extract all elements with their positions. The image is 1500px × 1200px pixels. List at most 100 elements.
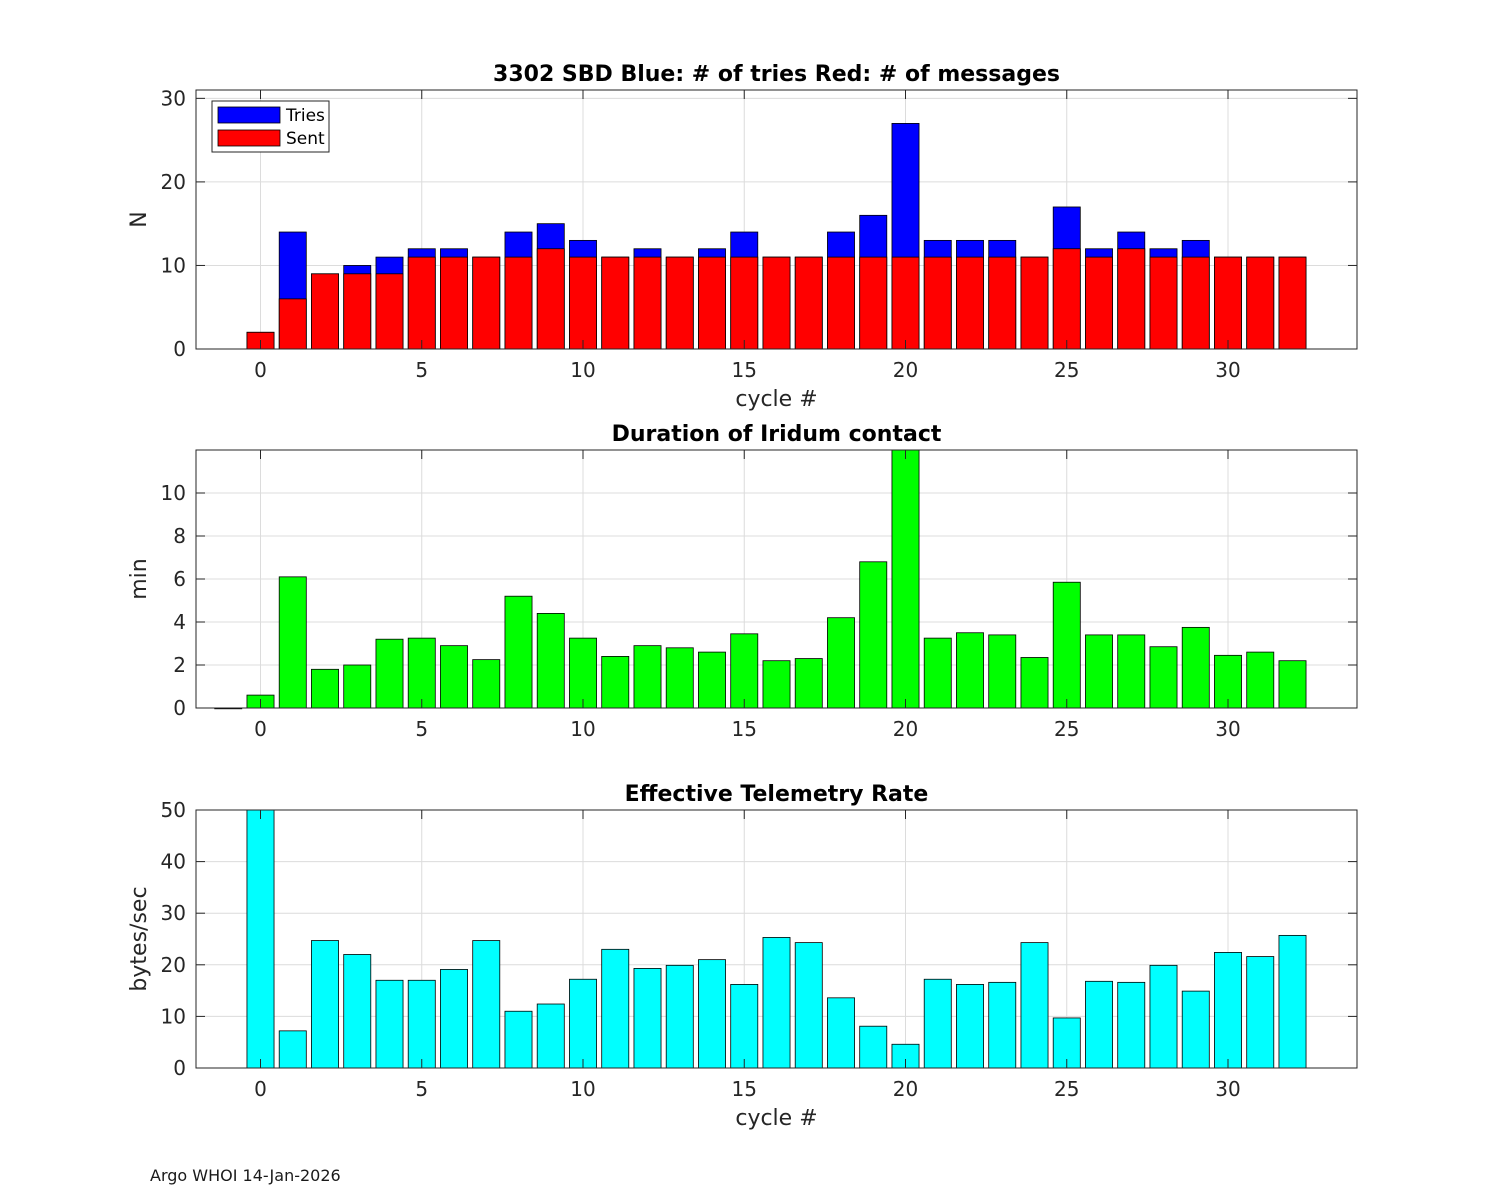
- bar-13: [665, 964, 694, 1069]
- y-tick-label: 0: [173, 1056, 186, 1080]
- axes-box: [195, 809, 1358, 1069]
- footer-credit: Argo WHOI 14-Jan-2026: [150, 1166, 341, 1185]
- bar-sent-26: [1085, 256, 1113, 350]
- legend: Tries Sent: [211, 100, 330, 153]
- bar-sent-11: [601, 256, 630, 350]
- bar-sent-4: [375, 273, 404, 350]
- bar-sent-17: [794, 256, 823, 350]
- bar-21: [923, 637, 952, 709]
- x-tick-label: 5: [415, 358, 428, 382]
- bar-sent-2: [311, 273, 339, 350]
- x-tick-label: 5: [415, 717, 428, 741]
- legend-swatch-sent: [217, 129, 281, 147]
- y-tick-label: 8: [173, 524, 186, 548]
- x-tick-label: 20: [893, 358, 918, 382]
- bar-sent-7: [472, 256, 501, 350]
- x-tick-label: 5: [415, 1077, 428, 1101]
- bar-sent-10: [569, 256, 597, 350]
- bar-sent-9: [536, 248, 565, 350]
- bar-22: [956, 632, 984, 709]
- bar-sent-6: [440, 256, 468, 350]
- x-tick-label: 30: [1215, 358, 1240, 382]
- bar-9: [536, 613, 565, 709]
- bar-sent-29: [1181, 256, 1210, 350]
- x-tick-label: 20: [893, 717, 918, 741]
- x-tick-label: 10: [570, 1077, 595, 1101]
- bar-14: [698, 651, 726, 709]
- x-tick-label: 25: [1054, 358, 1079, 382]
- bar-3: [343, 954, 372, 1069]
- chart-panel-3: 0 5 10 15 20 25 30 0 10 20 30 40 50 Effective Telemet…: [127, 782, 1358, 1131]
- bar-0: [246, 809, 275, 1069]
- bar-1: [278, 576, 307, 709]
- bar-18: [827, 997, 855, 1069]
- bar-sent-27: [1117, 248, 1146, 350]
- y-tick-label: 20: [161, 170, 186, 194]
- bar-4: [375, 979, 404, 1069]
- bar-11: [601, 656, 630, 709]
- axes-box: [195, 89, 1358, 350]
- bar-sent-20: [891, 256, 920, 350]
- y-tick-label: 0: [173, 696, 186, 720]
- bar-sent-19: [859, 256, 888, 350]
- x-tick-label: 0: [254, 717, 267, 741]
- bar-13: [665, 647, 694, 709]
- bar-24: [1020, 942, 1049, 1069]
- bar-25: [1052, 581, 1081, 709]
- bar-11: [601, 948, 630, 1069]
- chart-title: Duration of Iridum contact: [612, 422, 942, 447]
- bar-10: [569, 637, 597, 709]
- bar-sent-3: [343, 273, 372, 350]
- chart-panel-2: 0 5 10 15 20 25 30 0 2 4 6 8 10 Duration of Iridum co…: [127, 422, 1358, 741]
- bar-17: [794, 942, 823, 1069]
- x-tick-label: 25: [1054, 1077, 1079, 1101]
- chart-panel-1: 0 5 10 15 20 25 30 0 10 20 30 3302 SBD Blue: # of t…: [127, 62, 1358, 412]
- bar-sent-16: [762, 256, 791, 350]
- bar-27: [1117, 981, 1146, 1069]
- bar-28: [1149, 646, 1178, 709]
- bar-5: [407, 637, 436, 709]
- bar-23: [988, 981, 1017, 1069]
- y-tick-label: 4: [173, 610, 186, 634]
- x-tick-label: 0: [254, 358, 267, 382]
- bar-3: [343, 664, 372, 709]
- x-tick-label: 10: [570, 717, 595, 741]
- bar-sent-13: [665, 256, 694, 350]
- x-tick-label: 0: [254, 1077, 267, 1101]
- bar-7: [472, 940, 501, 1069]
- bar-sent-23: [988, 256, 1017, 350]
- bar-sent-1: [278, 298, 307, 350]
- chart-title: 3302 SBD Blue: # of tries Red: # of mess…: [493, 62, 1060, 87]
- bar-6: [440, 645, 468, 709]
- bar-sent-12: [633, 256, 662, 350]
- bar-2: [311, 668, 339, 709]
- bar-sent-30: [1214, 256, 1242, 350]
- bar-sent-28: [1149, 256, 1178, 350]
- legend-label-tries: Tries: [285, 106, 325, 126]
- y-tick-label: 40: [161, 850, 186, 874]
- y-tick-label: 30: [161, 86, 186, 110]
- x-tick-label: 15: [732, 717, 757, 741]
- x-tick-label: 15: [732, 1077, 757, 1101]
- bar-sent-15: [730, 256, 759, 350]
- bar-27: [1117, 634, 1146, 709]
- bar-sent-32: [1278, 256, 1307, 350]
- bar-sent-5: [407, 256, 436, 350]
- legend-swatch-tries: [217, 106, 281, 124]
- y-tick-label: 6: [173, 567, 186, 591]
- bar-8: [504, 1010, 533, 1069]
- bar-sent-31: [1246, 256, 1275, 350]
- bar-32: [1278, 660, 1307, 709]
- x-tick-label: 30: [1215, 717, 1240, 741]
- bar-17: [794, 658, 823, 709]
- y-tick-label: 50: [161, 798, 186, 822]
- y-tick-label: 0: [173, 337, 186, 361]
- bar-22: [956, 984, 984, 1069]
- x-axis-label: cycle #: [735, 387, 817, 412]
- bar-10: [569, 978, 597, 1069]
- bar-sent-25: [1052, 248, 1081, 350]
- bar-31: [1246, 651, 1275, 709]
- bar-15: [730, 984, 759, 1069]
- bar-20: [891, 449, 920, 709]
- bar-29: [1181, 626, 1210, 709]
